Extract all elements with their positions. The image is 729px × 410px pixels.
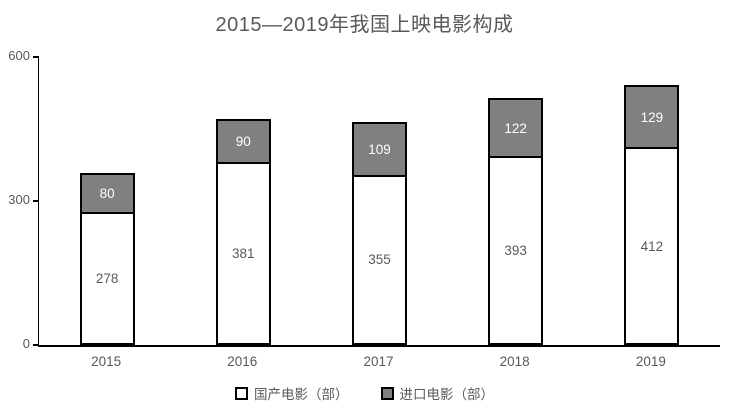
bar-2018: 122 393 [488, 97, 544, 345]
x-label-2016: 2016 [227, 354, 258, 369]
legend: 国产电影（部） 进口电影（部） [0, 383, 729, 403]
bars-container: 80 278 90 381 109 355 122 393 129 412 [39, 57, 720, 345]
legend-item-1: 进口电影（部） [380, 383, 495, 403]
segment-domestic-2015: 278 [82, 214, 133, 343]
value-label-domestic-2017: 355 [368, 252, 391, 268]
y-tick-mark-300 [32, 200, 39, 202]
legend-swatch-icon [380, 386, 394, 400]
y-tick-label-0: 0 [22, 336, 30, 351]
segment-import-2015: 80 [81, 175, 133, 214]
y-tick-mark-600 [32, 56, 39, 58]
legend-label: 进口电影（部） [399, 387, 495, 402]
value-label-import-2017: 109 [368, 141, 391, 157]
y-tick-label-600: 600 [8, 48, 30, 63]
bar-2015: 80 278 [79, 173, 135, 345]
y-tick-label-300: 300 [8, 192, 30, 207]
segment-domestic-2016: 381 [218, 164, 269, 343]
value-label-domestic-2015: 278 [95, 270, 119, 286]
segment-import-2016: 90 [217, 120, 269, 165]
value-label-import-2015: 80 [99, 185, 115, 201]
x-label-2017: 2017 [363, 354, 394, 369]
plot-area: 80 278 90 381 109 355 122 393 129 412 [38, 57, 720, 347]
legend-item-0: 国产电影（部） [235, 383, 349, 403]
x-label-2019: 2019 [635, 354, 666, 369]
chart-title: 2015—2019年我国上映电影构成 [215, 14, 514, 36]
segment-import-2017: 109 [353, 124, 405, 177]
bar-2016: 90 381 [215, 118, 271, 345]
x-axis-labels: 2015 2016 2017 2018 2019 [38, 354, 719, 369]
segment-domestic-2018: 393 [490, 158, 541, 343]
segment-domestic-2019: 412 [626, 149, 677, 343]
segment-domestic-2017: 355 [354, 177, 405, 343]
segment-import-2018: 122 [490, 99, 542, 159]
value-label-domestic-2018: 393 [504, 243, 527, 259]
value-label-domestic-2019: 412 [640, 238, 664, 254]
y-tick-mark-0 [32, 344, 39, 346]
value-label-import-2018: 122 [504, 120, 527, 136]
value-label-domestic-2016: 381 [232, 246, 255, 262]
legend-label: 国产电影（部） [254, 387, 349, 402]
x-label-2015: 2015 [91, 354, 122, 369]
bar-2017: 109 355 [351, 122, 407, 345]
legend-swatch-icon [235, 386, 248, 400]
x-label-2018: 2018 [499, 354, 530, 369]
value-label-import-2019: 129 [640, 109, 664, 125]
bar-2019: 129 412 [624, 85, 680, 345]
value-label-import-2016: 90 [235, 134, 251, 149]
segment-import-2019: 129 [626, 87, 678, 150]
